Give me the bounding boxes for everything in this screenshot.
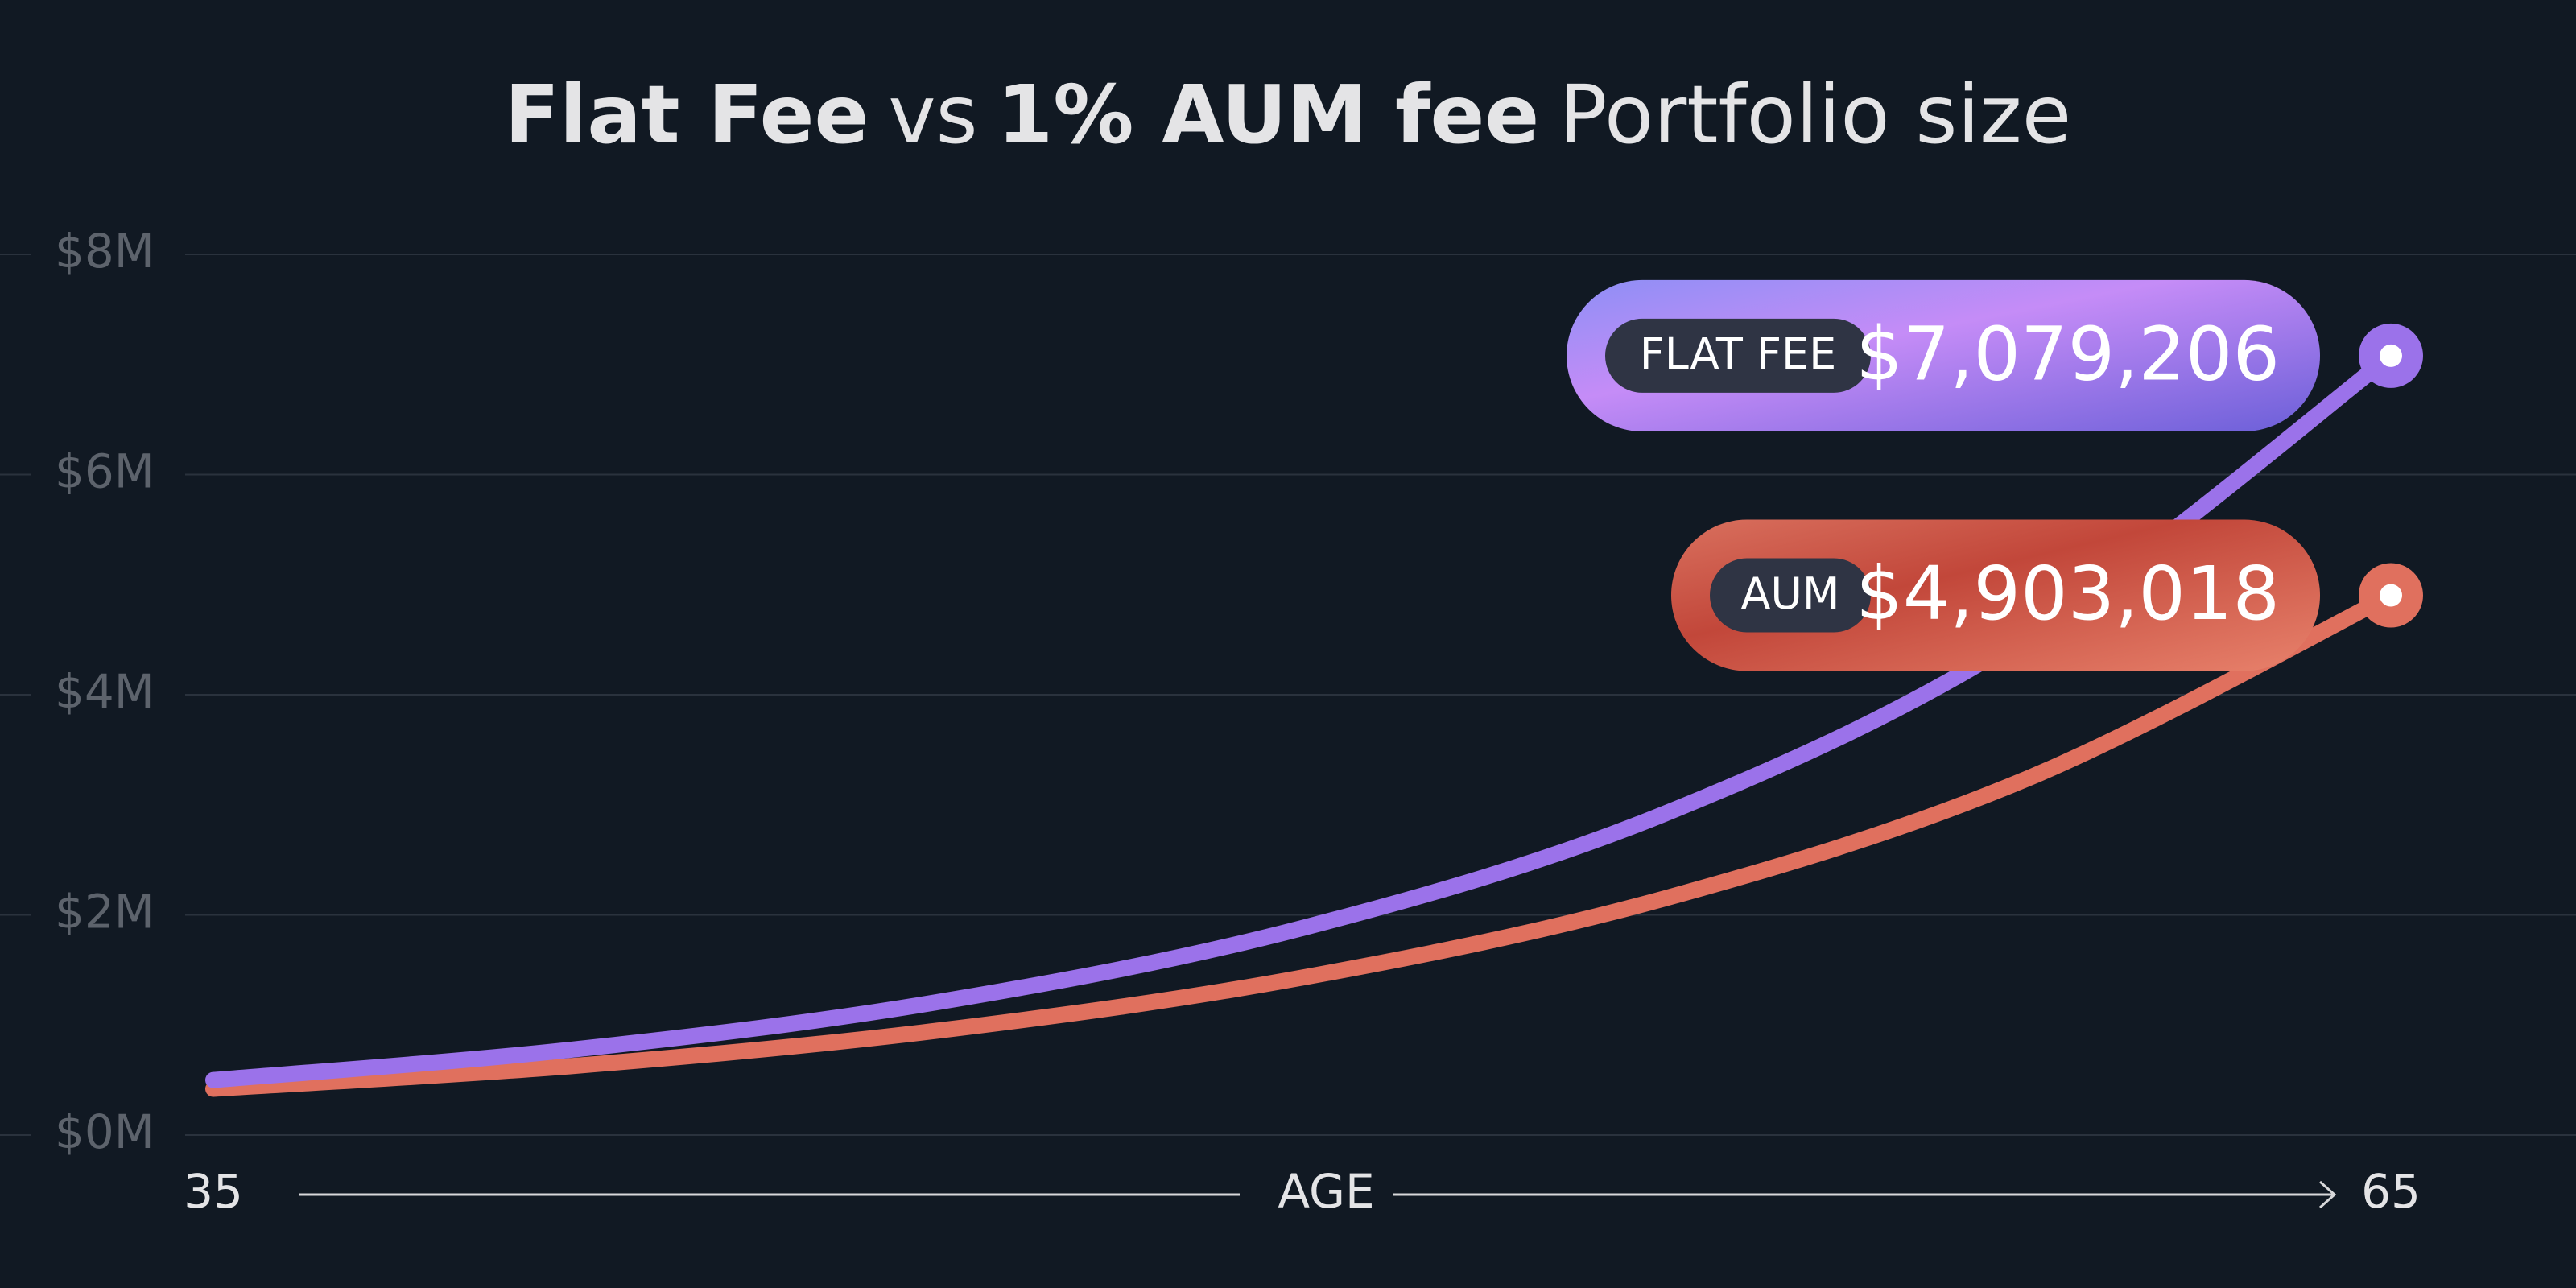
value-label: $4,903,018 [1856,551,2280,637]
legend-label: FLAT FEE [1640,329,1837,380]
title-part: Portfolio size [1558,68,2071,162]
badge-name-bg [1710,558,1871,633]
badge-pill [1671,519,2320,671]
x-tick-label: 35 [184,1164,243,1219]
legend-label: AUM [1740,568,1839,619]
arrow-head [2319,1180,2337,1209]
y-tick-label: $2M [55,885,155,939]
y-tick-label: $8M [55,224,155,279]
badge-name-bg [1605,318,1871,393]
chart-title: Flat Fee vs 1% AUM fee Portfolio size [505,68,2072,162]
y-tick-label: $4M [55,664,155,719]
value-badge: FLAT FEE $7,079,206 [1567,279,2320,431]
y-tick-label: $0M [55,1104,155,1159]
series-line [205,587,2399,1097]
title-part: vs [888,68,977,162]
value-badge: AUM $4,903,018 [1671,519,2320,671]
title-part: 1% AUM fee [997,68,1540,162]
end-marker-dot [2380,344,2402,367]
value-label: $7,079,206 [1856,311,2280,397]
y-tick-label: $6M [55,444,155,499]
x-tick-label: 65 [2361,1164,2421,1219]
title-part: Flat Fee [505,68,869,162]
x-axis-label: AGE [1278,1164,1374,1219]
end-marker-dot [2380,584,2402,607]
badge-pill [1567,279,2320,431]
